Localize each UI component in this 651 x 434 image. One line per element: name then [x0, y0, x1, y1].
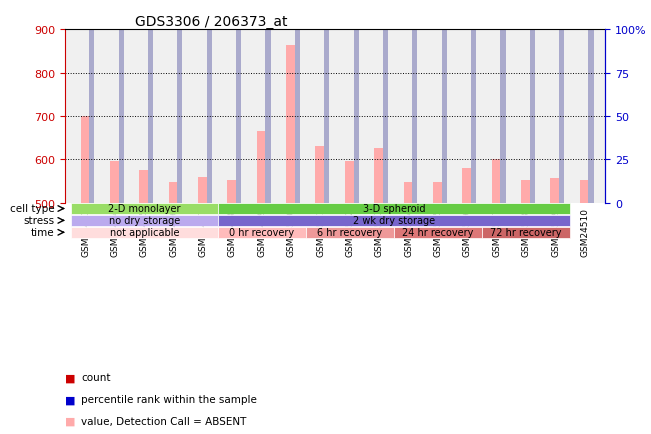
Bar	[374, 149, 385, 203]
Bar	[227, 181, 238, 203]
FancyBboxPatch shape	[71, 216, 218, 226]
Text: GDS3306 / 206373_at: GDS3306 / 206373_at	[135, 15, 288, 30]
Bar	[139, 171, 150, 203]
Text: percentile rank within the sample: percentile rank within the sample	[81, 395, 257, 404]
Bar	[266, 0, 271, 203]
Bar	[530, 0, 535, 203]
Text: 24 hr recovery: 24 hr recovery	[402, 228, 474, 238]
Text: 6 hr recovery: 6 hr recovery	[318, 228, 383, 238]
Bar	[471, 0, 476, 203]
Bar	[198, 178, 208, 203]
Bar	[462, 168, 473, 203]
Text: 2-D monolayer: 2-D monolayer	[108, 204, 180, 214]
Bar	[324, 0, 329, 203]
FancyBboxPatch shape	[306, 227, 394, 238]
Bar	[295, 0, 300, 203]
Bar	[316, 147, 326, 203]
Bar	[118, 0, 124, 203]
Bar	[589, 0, 594, 203]
Bar	[345, 161, 355, 203]
Bar	[169, 183, 179, 203]
Bar	[177, 0, 182, 203]
Bar	[148, 0, 153, 203]
Bar	[501, 0, 506, 203]
Text: 72 hr recovery: 72 hr recovery	[490, 228, 562, 238]
Text: 2 wk dry storage: 2 wk dry storage	[353, 216, 435, 226]
FancyBboxPatch shape	[218, 204, 570, 214]
Text: no dry storage: no dry storage	[109, 216, 180, 226]
Text: ■: ■	[65, 416, 76, 426]
Text: time: time	[31, 228, 54, 238]
Bar	[207, 0, 212, 203]
FancyBboxPatch shape	[218, 216, 570, 226]
Bar	[412, 0, 417, 203]
Bar	[110, 162, 120, 203]
Bar	[492, 160, 502, 203]
Bar	[383, 0, 388, 203]
Bar	[433, 182, 443, 203]
Text: value, Detection Call = ABSENT: value, Detection Call = ABSENT	[81, 416, 247, 426]
Text: not applicable: not applicable	[109, 228, 179, 238]
Bar	[550, 178, 561, 203]
FancyBboxPatch shape	[482, 227, 570, 238]
FancyBboxPatch shape	[71, 227, 218, 238]
Bar	[404, 182, 414, 203]
Bar	[353, 0, 359, 203]
Bar	[521, 181, 531, 203]
Text: cell type: cell type	[10, 204, 54, 214]
Bar	[89, 0, 94, 203]
FancyBboxPatch shape	[394, 227, 482, 238]
Bar	[256, 132, 267, 203]
Text: ■: ■	[65, 395, 76, 404]
Bar	[236, 0, 242, 203]
Text: stress: stress	[23, 216, 54, 226]
Text: count: count	[81, 373, 111, 382]
Text: 0 hr recovery: 0 hr recovery	[229, 228, 294, 238]
FancyBboxPatch shape	[218, 227, 306, 238]
FancyBboxPatch shape	[71, 204, 218, 214]
Bar	[286, 46, 296, 203]
Text: ■: ■	[65, 373, 76, 382]
Bar	[580, 181, 590, 203]
Bar	[559, 0, 564, 203]
Bar	[81, 117, 90, 203]
Text: 3-D spheroid: 3-D spheroid	[363, 204, 425, 214]
Bar	[441, 0, 447, 203]
